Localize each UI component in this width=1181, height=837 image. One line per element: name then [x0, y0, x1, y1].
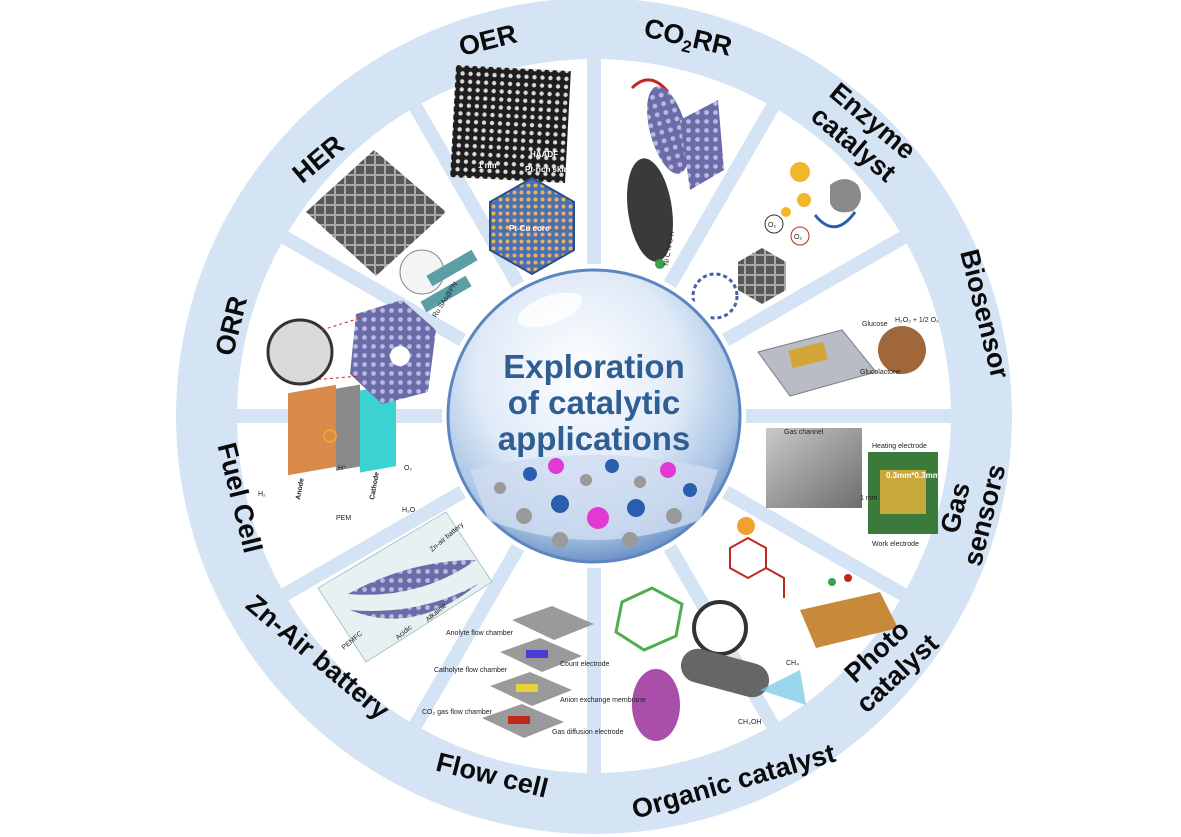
flow-plate-top — [512, 606, 594, 640]
her-rod — [426, 249, 478, 287]
oer-haadf-image — [450, 65, 571, 183]
photo-sheet — [800, 592, 898, 648]
organic-panel: CH₄ CH₃OH — [614, 586, 806, 741]
enzyme-cage-particle — [691, 272, 739, 320]
gas-size-label: 0.3mm*0.3mm — [886, 471, 940, 480]
orr-panel — [266, 300, 436, 404]
enzyme-arrow-icon — [813, 211, 857, 229]
organic-nanotube — [680, 648, 770, 698]
gas-device-photo — [766, 428, 862, 508]
co2rr-panel: Ni C N O H — [627, 78, 724, 269]
enzyme-blob — [830, 179, 862, 213]
enzyme-panel: O₂ O₂ — [691, 162, 862, 320]
oer-skin-label: Pt-rich skin — [525, 165, 569, 174]
co2rr-nanotube — [647, 86, 689, 174]
fuel-anode-label: Anode — [295, 478, 306, 501]
orr-guide-line-2 — [311, 375, 361, 381]
biosensor-nanoparticle — [878, 326, 926, 374]
orr-pore — [390, 346, 410, 366]
fuel-lightning-icon — [323, 429, 337, 443]
gas-channel-label: Gas channel — [784, 429, 824, 436]
fuel-h2o-label: H₂O — [402, 507, 416, 514]
fuel-cathode — [360, 384, 396, 473]
organic-cage — [614, 586, 684, 652]
flow-catholyte-label: Catholyte flow chamber — [434, 667, 508, 674]
oer-haadf-label: HAADF — [530, 150, 558, 159]
orr-guide-line — [321, 317, 361, 331]
bubble-highlight — [517, 292, 583, 328]
oer-panel: HAADF 1 nm Pt-rich skin Pt-Cu core — [450, 65, 575, 276]
flow-anion-label: Anion exchange membrane — [560, 697, 646, 704]
fuel-pem — [336, 384, 360, 471]
photo-dot-1 — [828, 578, 836, 586]
fuel-hplus-label: H⁺ — [338, 465, 347, 472]
znair-graphene-2 — [350, 584, 478, 619]
biosensor-reaction-label: H₂O₂ + 1/2 O₂ — [895, 317, 939, 324]
organic-ch3oh-label: CH₃OH — [738, 719, 761, 726]
oer-core-label: Pt-Cu core — [509, 224, 550, 233]
gas-panel: Gas channel Heating electrode 0.3mm*0.3m… — [766, 428, 940, 548]
co2rr-graphene-sheet — [680, 100, 724, 190]
biosensor-glucolactone-label: Glucolactone — [860, 369, 901, 376]
biosensor-electrode — [788, 341, 828, 369]
flow-panel: Anolyte flow chamber Count electrode Cat… — [422, 606, 646, 738]
flow-membrane — [516, 684, 538, 692]
fuel-anode — [288, 384, 336, 476]
enzyme-sun-icon-2 — [797, 193, 811, 207]
flow-count-electrode — [526, 650, 548, 658]
enzyme-sun-icon — [790, 162, 810, 182]
flow-count-label: Count electrode — [560, 661, 610, 668]
enzyme-o2-bubble-2 — [790, 226, 810, 246]
gas-work-label: Work electrode — [872, 541, 919, 548]
organic-cluster — [632, 669, 680, 741]
biosensor-chip — [757, 329, 877, 397]
co2rr-nanorod — [627, 158, 673, 262]
organic-beam — [760, 670, 806, 705]
her-rod-2 — [420, 275, 472, 313]
fuel-h2-label: H₂ — [258, 491, 266, 498]
photo-sun-icon — [737, 517, 755, 535]
photo-panel — [729, 517, 898, 648]
gas-heating-label: Heating electrode — [872, 443, 927, 450]
photo-dot-2 — [844, 574, 852, 582]
center-graphene-network — [470, 455, 718, 548]
gas-sensing-area — [880, 470, 926, 514]
oer-hexagon-particle — [489, 176, 575, 276]
biosensor-panel: Glucose H₂O₂ + 1/2 O₂ Glucolactone — [757, 317, 939, 397]
gas-mm-label: 1 mm — [860, 495, 878, 502]
enzyme-o2-bubble — [764, 214, 784, 234]
fuel-cathode-label: Cathode — [369, 471, 381, 500]
co2rr-arrow-icon — [630, 78, 670, 93]
enzyme-o2-label: O₂ — [768, 222, 776, 229]
znair-panel: Zn-air battery PEMFC Acidic Alkaline — [317, 511, 493, 663]
fuel-pem-label: PEM — [336, 515, 351, 522]
photo-molecule — [729, 536, 785, 598]
oer-scale-label: 1 nm — [478, 161, 497, 170]
biosensor-glucose-label: Glucose — [862, 321, 888, 328]
center-title-line-2: of catalytic — [508, 384, 680, 421]
enzyme-nanocube — [738, 248, 786, 304]
organic-ring — [692, 600, 748, 656]
center-title-line-1: Exploration — [503, 348, 685, 385]
co2rr-atom-green — [655, 259, 665, 269]
orr-fullerene — [266, 318, 334, 386]
flow-gde — [508, 716, 530, 724]
label-co2rr-sub: 2 — [680, 36, 694, 57]
center-title-line-3: applications — [498, 420, 691, 457]
znair-graphene — [348, 560, 476, 595]
her-sem-image — [306, 150, 446, 276]
enzyme-sun-icon-3 — [781, 207, 791, 217]
fuel-panel: Anode PEM Cathode H₂ H⁺ O₂ H₂O — [258, 384, 416, 522]
flow-anolyte-label: Anolyte flow chamber — [446, 630, 514, 637]
organic-ch4-label: CH₄ — [786, 660, 799, 667]
flow-co2-label: CO₂ gas flow chamber — [422, 709, 493, 716]
enzyme-o2-label-2: O₂ — [794, 234, 802, 241]
fuel-o2-label: O₂ — [404, 465, 412, 472]
flow-gde-label: Gas diffusion electrode — [552, 729, 624, 736]
